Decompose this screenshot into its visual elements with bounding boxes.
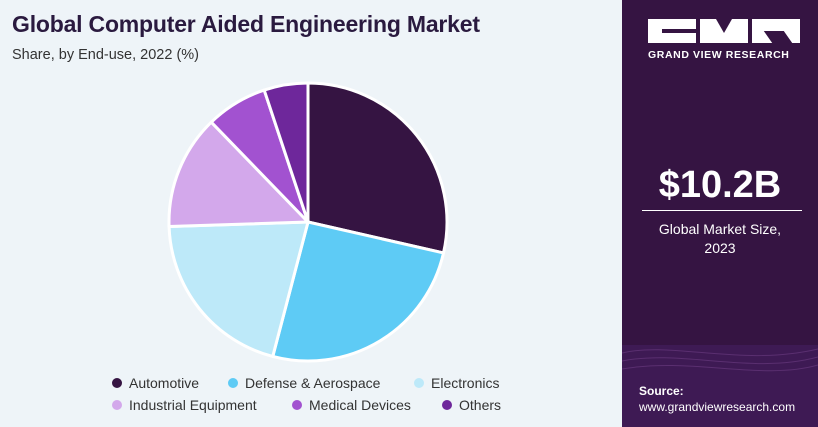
- source-label: Source:: [639, 384, 684, 398]
- brand-logo: GRAND VIEW RESEARCH: [648, 19, 800, 65]
- legend-swatch-defense-aerospace: [228, 378, 238, 388]
- logo-mark-icon: [648, 19, 800, 43]
- legend-label-industrial-equipment: Industrial Equipment: [129, 397, 257, 413]
- legend-item-defense-aerospace: Defense & Aerospace: [228, 375, 380, 391]
- market-size-label: Global Market Size, 2023: [622, 220, 818, 258]
- chart-subtitle: Share, by End-use, 2022 (%): [12, 47, 199, 63]
- chart-title: Global Computer Aided Engineering Market: [12, 11, 480, 37]
- pie-slice-automotive: [306, 81, 449, 255]
- market-size-label-line2: 2023: [704, 240, 736, 256]
- market-size-value: $10.2B: [658, 164, 782, 206]
- legend-swatch-medical-devices: [292, 400, 302, 410]
- pie-chart: [167, 81, 449, 363]
- pie-slice-defense-aerospace: [271, 220, 446, 363]
- legend-label-others: Others: [459, 397, 502, 413]
- legend-label-electronics: Electronics: [431, 375, 500, 391]
- pie-slice-electronics: [167, 220, 310, 358]
- summary-panel: GRAND VIEW RESEARCH $10.2B Global Market…: [622, 0, 818, 427]
- legend-swatch-industrial-equipment: [112, 400, 122, 410]
- legend-swatch-automotive: [112, 378, 122, 388]
- source-link[interactable]: www.grandviewresearch.com: [639, 400, 796, 414]
- legend-item-others: Others: [442, 397, 501, 413]
- chart-panel: Global Computer Aided Engineering Market…: [0, 0, 622, 427]
- pie-slice-industrial-equipment: [167, 120, 310, 228]
- pie-slice-others: [262, 81, 310, 224]
- legend-label-defense-aerospace: Defense & Aerospace: [245, 375, 381, 391]
- legend-swatch-electronics: [414, 378, 424, 388]
- legend-item-industrial-equipment: Industrial Equipment: [112, 397, 257, 413]
- legend-item-automotive: Automotive: [112, 375, 199, 391]
- logo-text: GRAND VIEW RESEARCH: [648, 49, 790, 61]
- decorative-wave: [622, 345, 818, 427]
- legend-item-medical-devices: Medical Devices: [292, 397, 411, 413]
- divider: [642, 210, 802, 211]
- legend-label-medical-devices: Medical Devices: [309, 397, 411, 413]
- market-size-label-line1: Global Market Size,: [658, 221, 782, 237]
- legend-label-automotive: Automotive: [129, 375, 200, 391]
- legend-swatch-others: [442, 400, 452, 410]
- legend-item-electronics: Electronics: [414, 375, 499, 391]
